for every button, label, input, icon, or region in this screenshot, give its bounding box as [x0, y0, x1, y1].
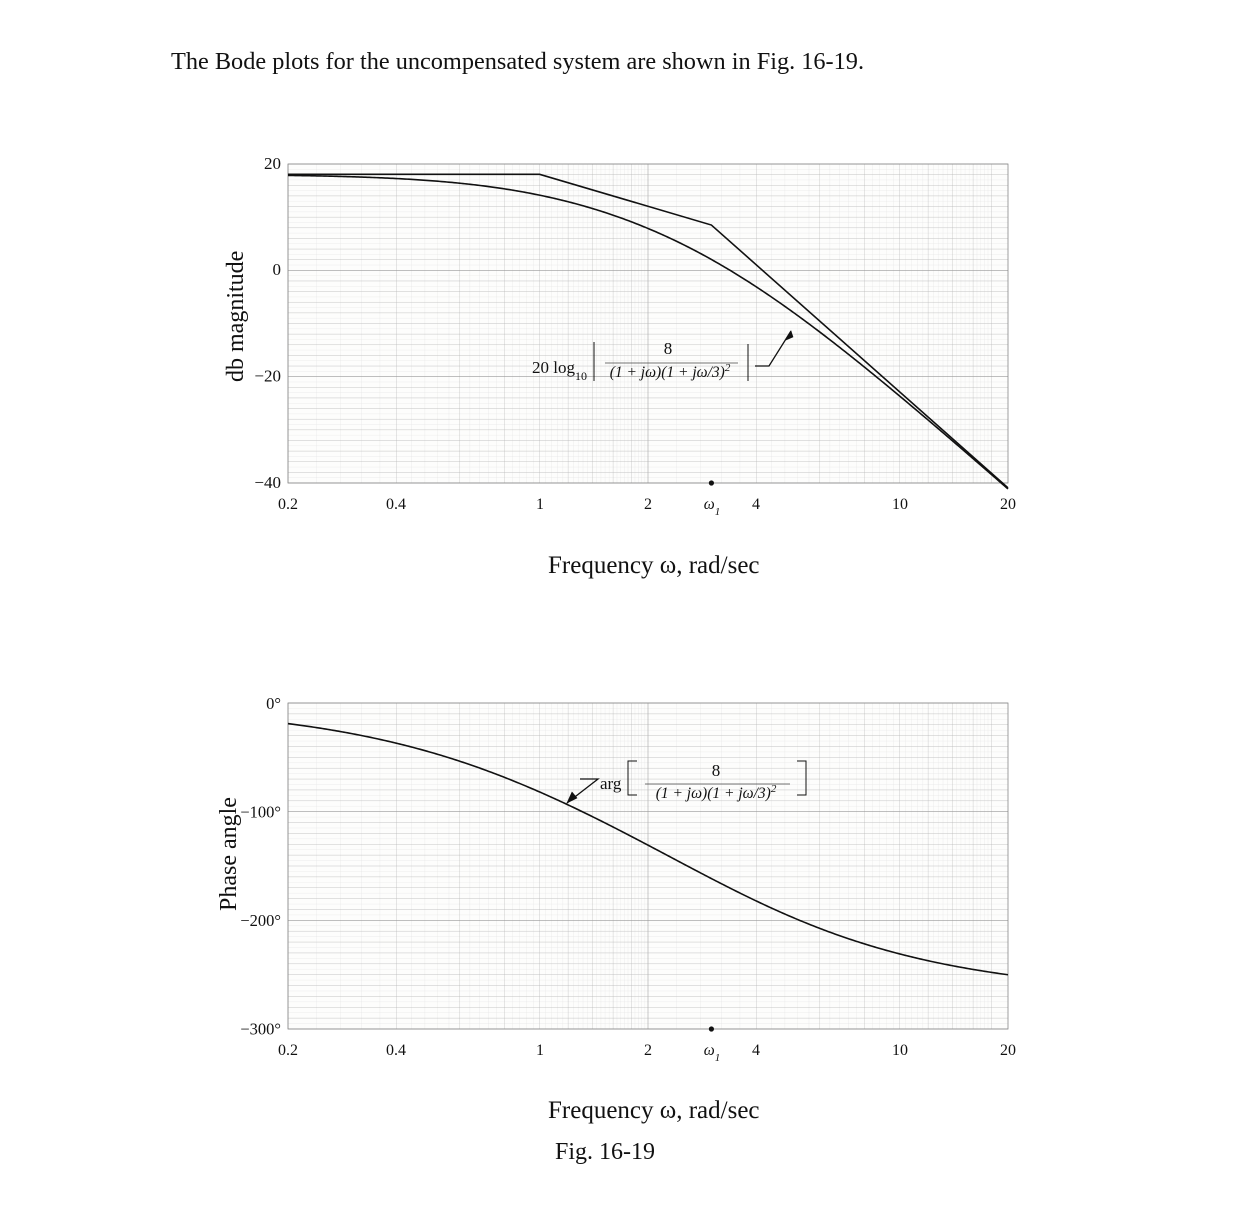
svg-text:(1 + jω)(1 + jω/3)2: (1 + jω)(1 + jω/3)2 [656, 783, 777, 802]
svg-text:0°: 0° [266, 694, 281, 713]
svg-text:2: 2 [644, 1042, 652, 1059]
svg-text:1: 1 [536, 1042, 544, 1059]
svg-text:−300°: −300° [240, 1020, 281, 1039]
svg-text:ω1: ω1 [704, 1042, 720, 1064]
svg-text:0.4: 0.4 [386, 1042, 406, 1059]
svg-text:4: 4 [752, 1042, 760, 1059]
svg-text:8: 8 [712, 761, 721, 780]
svg-text:10: 10 [892, 1042, 908, 1059]
svg-text:−200°: −200° [240, 911, 281, 930]
svg-text:arg: arg [600, 774, 622, 793]
svg-text:0.2: 0.2 [278, 1042, 298, 1059]
svg-text:−100°: −100° [240, 803, 281, 822]
svg-text:20: 20 [1000, 1042, 1016, 1059]
